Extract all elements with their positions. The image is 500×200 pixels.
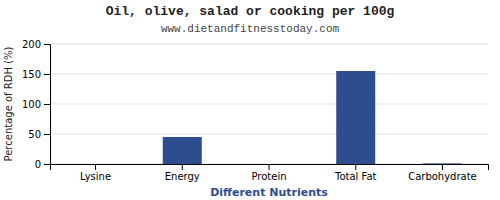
- grid-line: [50, 134, 488, 135]
- grid-line: [50, 74, 488, 75]
- chart: Oil, olive, salad or cooking per 100g www…: [0, 0, 500, 200]
- tick: Carbohydrate: [408, 164, 477, 182]
- x-axis-title: Different Nutrients: [210, 186, 328, 199]
- tick-mark: [182, 164, 183, 170]
- tick: Protein: [251, 164, 286, 182]
- tick: 100: [22, 99, 50, 110]
- grid: [50, 44, 488, 164]
- tick-label: 100: [22, 99, 41, 110]
- tick-label: Carbohydrate: [408, 171, 477, 182]
- axis-line: [44, 45, 51, 165]
- bar: [249, 164, 288, 165]
- tick: Energy: [165, 164, 200, 182]
- tick-mark: [355, 164, 356, 170]
- bar: [336, 71, 375, 164]
- tick-mark: [442, 164, 443, 170]
- tick-mark: [44, 44, 50, 45]
- bar: [76, 164, 115, 165]
- tick-mark: [269, 164, 270, 170]
- tick-label: 150: [22, 69, 41, 80]
- axis-line: [51, 165, 489, 171]
- bar: [163, 137, 202, 164]
- tick: 50: [28, 129, 50, 140]
- tick-label: 200: [22, 39, 41, 50]
- grid-line: [50, 104, 488, 105]
- tick-label: 50: [28, 129, 41, 140]
- subtitle: www.dietandfitnesstoday.com: [161, 23, 340, 35]
- y-axis: 0 50 100 150 200: [22, 39, 51, 170]
- tick-label: Protein: [251, 171, 286, 182]
- plot: Lysine Energy Protein Total Fat Carbohydrate…: [22, 39, 489, 182]
- grid-line: [50, 44, 488, 45]
- tick: Lysine: [80, 164, 111, 182]
- tick: 200: [22, 39, 50, 50]
- tick-label: 0: [35, 159, 41, 170]
- title: Oil, olive, salad or cooking per 100g: [106, 4, 395, 19]
- tick-mark: [44, 134, 50, 135]
- tick: 150: [22, 69, 50, 80]
- tick-mark: [44, 104, 50, 105]
- x-axis: Lysine Energy Protein Total Fat Carbohydrate: [51, 164, 489, 182]
- bars: [163, 71, 462, 164]
- tick-mark: [44, 74, 50, 75]
- tick-label: Total Fat: [334, 171, 376, 182]
- bar: [423, 163, 462, 164]
- tick-label: Energy: [165, 171, 200, 182]
- tick-mark: [95, 164, 96, 170]
- tick: 0: [35, 159, 50, 170]
- tick-label: Lysine: [80, 171, 111, 182]
- tick: Total Fat: [334, 164, 376, 182]
- y-axis-title: Percentage of RDH (%): [3, 46, 14, 161]
- tick-mark: [44, 164, 50, 165]
